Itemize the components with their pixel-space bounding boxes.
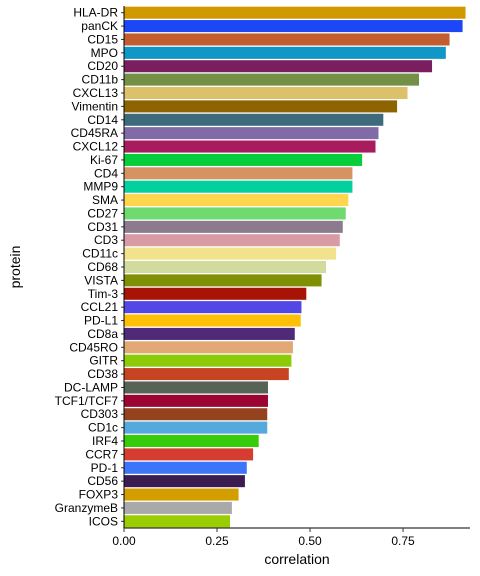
x-tick-label: 0.00 — [112, 534, 136, 548]
y-tick-label-cd56: CD56 — [87, 474, 118, 488]
bar-pd-1 — [124, 461, 247, 474]
bar-cxcl12 — [124, 140, 376, 153]
bar-gitr — [124, 354, 292, 367]
bar-cd20 — [124, 60, 433, 73]
x-tick-label: 0.50 — [298, 534, 322, 548]
bar-cd4 — [124, 167, 353, 180]
y-tick-label-cd45ra: CD45RA — [71, 126, 118, 140]
bar-ki-67 — [124, 153, 363, 166]
y-tick-label-panck: panCK — [81, 19, 118, 33]
bar-cd45ro — [124, 341, 293, 354]
bar-tcf1-tcf7 — [124, 394, 268, 407]
y-tick-label-ccl21: CCL21 — [81, 300, 119, 314]
y-tick-label-cd1c: CD1c — [88, 421, 118, 435]
y-tick-label-dc-lamp: DC-LAMP — [64, 380, 118, 394]
y-tick-label-cd45ro: CD45RO — [69, 340, 118, 354]
y-tick-label-cd11b: CD11b — [82, 73, 119, 87]
y-tick-label-cd303: CD303 — [81, 407, 119, 421]
y-tick-label-gitr: GITR — [89, 354, 118, 368]
x-ticks: 0.00 0.25 0.50 0.75 — [112, 528, 415, 548]
bar-panck — [124, 20, 463, 33]
y-tick-label-granzymeb: GranzymeB — [55, 501, 118, 515]
x-tick-label: 0.75 — [391, 534, 415, 548]
bar-cd11b — [124, 73, 420, 86]
bar-granzymeb — [124, 501, 232, 514]
bar-ccl21 — [124, 301, 302, 314]
y-tick-label-mmp9: MMP9 — [83, 180, 118, 194]
bar-cd15 — [124, 33, 450, 46]
y-tick-label-foxp3: FOXP3 — [79, 488, 119, 502]
y-tick-label-mpo: MPO — [91, 46, 118, 60]
bar-cd31 — [124, 220, 343, 233]
bar-dc-lamp — [124, 381, 268, 394]
bar-mmp9 — [124, 180, 353, 193]
bar-cd45ra — [124, 127, 379, 140]
y-tick-label-tim-3: Tim-3 — [88, 287, 119, 301]
bar-cd303 — [124, 408, 268, 421]
y-tick-label-pd-1: PD-1 — [91, 461, 119, 475]
bar-foxp3 — [124, 488, 239, 501]
y-tick-label-icos: ICOS — [89, 514, 118, 528]
y-tick-label-cd11c: CD11c — [82, 247, 118, 261]
y-tick-labels: HLA-DRpanCKCD15MPOCD20CD11bCXCL13Vimenti… — [55, 6, 124, 528]
bar-cd1c — [124, 421, 268, 434]
y-tick-label-ccr7: CCR7 — [85, 447, 118, 461]
y-tick-label-vimentin: Vimentin — [72, 99, 118, 113]
x-axis-title: correlation — [264, 551, 329, 567]
y-tick-label-vista: VISTA — [84, 273, 118, 287]
y-tick-label-irf4: IRF4 — [92, 434, 118, 448]
bar-cd8a — [124, 327, 295, 340]
y-tick-label-pd-l1: PD-L1 — [84, 314, 118, 328]
bar-icos — [124, 515, 231, 528]
y-tick-label-tcf1-tcf7: TCF1/TCF7 — [55, 394, 119, 408]
bar-cxcl13 — [124, 86, 408, 100]
y-tick-label-cd15: CD15 — [87, 32, 118, 46]
bar-cd14 — [124, 113, 384, 126]
bar-cd3 — [124, 234, 340, 247]
bar-cd68 — [124, 260, 327, 274]
bar-mpo — [124, 46, 446, 59]
bar-vista — [124, 274, 322, 287]
bar-irf4 — [124, 434, 259, 448]
bar-cd56 — [124, 475, 245, 488]
bar-hla-dr — [124, 6, 466, 19]
bar-cd38 — [124, 368, 289, 381]
y-tick-label-cxcl12: CXCL12 — [73, 140, 119, 154]
y-tick-label-cd8a: CD8a — [87, 327, 118, 341]
y-tick-label-cd38: CD38 — [87, 367, 118, 381]
x-tick-label: 0.25 — [205, 534, 229, 548]
y-tick-label-cd68: CD68 — [87, 260, 118, 274]
y-tick-label-cd3: CD3 — [94, 233, 118, 247]
bar-ccr7 — [124, 448, 254, 461]
bars — [124, 6, 466, 528]
y-tick-label-sma: SMA — [92, 193, 118, 207]
y-axis-title: protein — [7, 246, 23, 289]
y-tick-label-hla-dr: HLA-DR — [73, 6, 118, 20]
y-tick-label-cd27: CD27 — [87, 206, 118, 220]
bar-cd11c — [124, 247, 337, 260]
bar-tim-3 — [124, 287, 307, 300]
y-tick-label-cd4: CD4 — [94, 166, 118, 180]
y-tick-label-cd20: CD20 — [87, 59, 118, 73]
bar-cd27 — [124, 207, 346, 220]
y-tick-label-cd31: CD31 — [87, 220, 118, 234]
y-tick-label-cxcl13: CXCL13 — [73, 86, 119, 100]
bar-vimentin — [124, 100, 398, 113]
y-tick-label-ki-67: Ki-67 — [90, 153, 118, 167]
bar-pd-l1 — [124, 314, 301, 327]
bar-sma — [124, 194, 349, 207]
y-tick-label-cd14: CD14 — [87, 113, 118, 127]
